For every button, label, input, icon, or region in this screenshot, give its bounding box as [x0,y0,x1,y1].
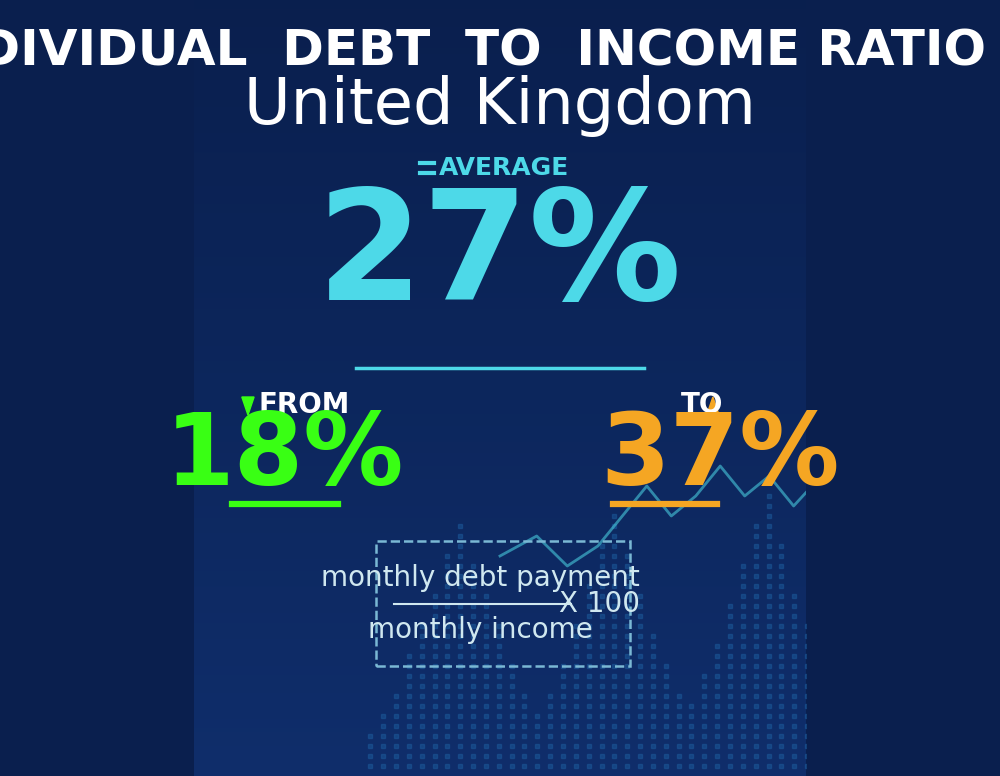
Polygon shape [242,397,254,415]
Text: United Kingdom: United Kingdom [244,75,756,137]
Text: monthly income: monthly income [368,616,593,644]
Text: 27%: 27% [317,183,683,332]
Polygon shape [707,397,719,415]
Text: TO: TO [681,391,723,419]
Bar [376,541,630,666]
Text: 37%: 37% [601,410,840,507]
Text: AVERAGE: AVERAGE [439,156,569,180]
Text: 18%: 18% [165,410,404,507]
Text: FROM: FROM [259,391,350,419]
Text: X 100: X 100 [559,590,640,618]
Text: INDIVIDUAL  DEBT  TO  INCOME RATIO  IN: INDIVIDUAL DEBT TO INCOME RATIO IN [0,27,1000,75]
Text: monthly debt payment: monthly debt payment [321,564,640,592]
